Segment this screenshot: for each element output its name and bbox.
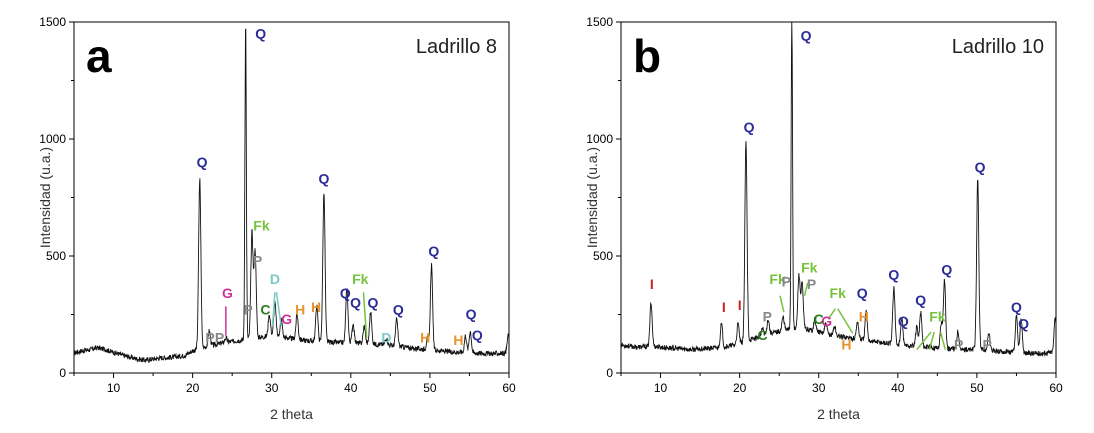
x-tick-label: 30: [265, 381, 279, 395]
peak-pointer-line: [939, 331, 946, 350]
panel-letter: b: [633, 30, 661, 82]
peak-label: Q: [318, 170, 329, 186]
peak-label: P: [215, 330, 224, 346]
peak-label: Q: [340, 285, 351, 301]
peak-label: H: [420, 330, 430, 346]
peak-label: Q: [1011, 299, 1022, 315]
x-tick-label: 20: [733, 381, 747, 395]
peak-label: Fk: [830, 285, 847, 301]
peak-label: Q: [857, 285, 868, 301]
x-tick-label: 10: [107, 381, 121, 395]
x-tick-label: 40: [891, 381, 905, 395]
peak-label: Q: [975, 159, 986, 175]
peak-pointer-line: [803, 282, 809, 296]
peak-label: Q: [1018, 316, 1029, 332]
y-tick-label: 500: [593, 249, 613, 263]
peak-label: D: [381, 330, 391, 346]
x-tick-label: 50: [423, 381, 437, 395]
peak-label: P: [205, 330, 214, 346]
peak-label: P: [954, 337, 963, 353]
panel-letter: a: [86, 30, 112, 82]
peak-label: Fk: [352, 271, 369, 287]
peak-label: Q: [197, 154, 208, 170]
y-tick-label: 0: [59, 366, 66, 380]
peak-label: D: [270, 271, 280, 287]
x-axis-label: 2 theta: [817, 406, 860, 422]
peak-label: P: [763, 309, 772, 325]
peak-label: P: [807, 276, 816, 292]
peak-pointer-line: [362, 292, 368, 338]
peak-pointer-line: [916, 331, 932, 351]
peak-pointer-line: [837, 308, 854, 334]
y-tick-label: 500: [46, 249, 66, 263]
peak-label: H: [859, 309, 869, 325]
sample-label: Ladrillo 8: [416, 36, 497, 58]
x-tick-label: 50: [970, 381, 984, 395]
peak-label: Q: [888, 266, 899, 282]
diffractogram-trace: [620, 22, 1057, 357]
plot-frame: [620, 21, 1057, 374]
peak-pointer-line: [928, 331, 935, 350]
peak-label: Fk: [929, 309, 946, 325]
x-tick-label: 20: [186, 381, 200, 395]
peak-label: Fk: [801, 259, 818, 275]
peak-label: G: [821, 313, 832, 329]
y-axis-label: Intensidad (u.a.): [37, 147, 53, 248]
peak-label: C: [814, 311, 824, 327]
peak-label: H: [311, 299, 321, 315]
peak-label: P: [782, 273, 791, 289]
peak-pointer-line: [827, 308, 836, 320]
peak-label: Q: [941, 262, 952, 278]
y-tick-label: 1000: [586, 132, 613, 146]
chart-svg: 10 20 30 40 50 60 0 500 1000 1500 2 theta Intensida…: [584, 15, 1063, 422]
peak-label: Q: [466, 306, 477, 322]
peak-label: Q: [350, 294, 361, 310]
peak-pointer-line: [275, 292, 282, 327]
peak-label: Fk: [769, 271, 786, 287]
peak-label: H: [453, 332, 463, 348]
peak-label: P: [983, 337, 992, 353]
peak-label: H: [841, 337, 851, 353]
diffractogram-trace: [73, 28, 510, 364]
peak-label: G: [281, 311, 292, 327]
peak-label: P: [253, 252, 262, 268]
x-tick-label: 40: [344, 381, 358, 395]
chart-svg: 10 20 30 40 50 60 0 500 1000 1500 2 theta Intensida…: [37, 15, 516, 422]
peak-label: Q: [744, 119, 755, 135]
peak-label: Q: [801, 28, 812, 44]
x-axis-label: 2 theta: [270, 406, 313, 422]
sample-label: Ladrillo 10: [952, 36, 1044, 58]
xrd-panel-b: 10 20 30 40 50 60 0 500 1000 1500 2 theta Intensida…: [547, 0, 1094, 428]
peak-label: I: [722, 299, 726, 315]
peak-label: Q: [472, 327, 483, 343]
peak-label: P: [243, 302, 252, 318]
peak-label: C: [260, 302, 270, 318]
peak-label: Q: [393, 302, 404, 318]
x-tick-label: 60: [1049, 381, 1063, 395]
x-tick-label: 10: [654, 381, 668, 395]
peak-label: H: [295, 302, 305, 318]
y-tick-label: 1500: [586, 15, 613, 29]
peak-label: Fk: [253, 217, 270, 233]
peak-label: I: [738, 297, 742, 313]
y-tick-label: 0: [606, 366, 613, 380]
y-tick-label: 1000: [39, 132, 66, 146]
x-tick-label: 60: [502, 381, 516, 395]
xrd-panel-a: 10 20 30 40 50 60 0 500 1000 1500 2 theta Intensida…: [0, 0, 547, 428]
peak-label: Q: [255, 25, 266, 41]
y-tick-label: 1500: [39, 15, 66, 29]
y-axis-label: Intensidad (u.a.): [584, 147, 600, 248]
peak-label: Q: [898, 313, 909, 329]
peak-label: I: [650, 276, 654, 292]
x-tick-label: 30: [812, 381, 826, 395]
peak-label: G: [222, 285, 233, 301]
peak-pointer-line: [271, 292, 276, 327]
peak-label: Q: [428, 243, 439, 259]
peak-label: C: [758, 327, 768, 343]
peak-label: Q: [915, 292, 926, 308]
peak-label: Q: [368, 294, 379, 310]
peak-pointer-line: [779, 295, 785, 313]
